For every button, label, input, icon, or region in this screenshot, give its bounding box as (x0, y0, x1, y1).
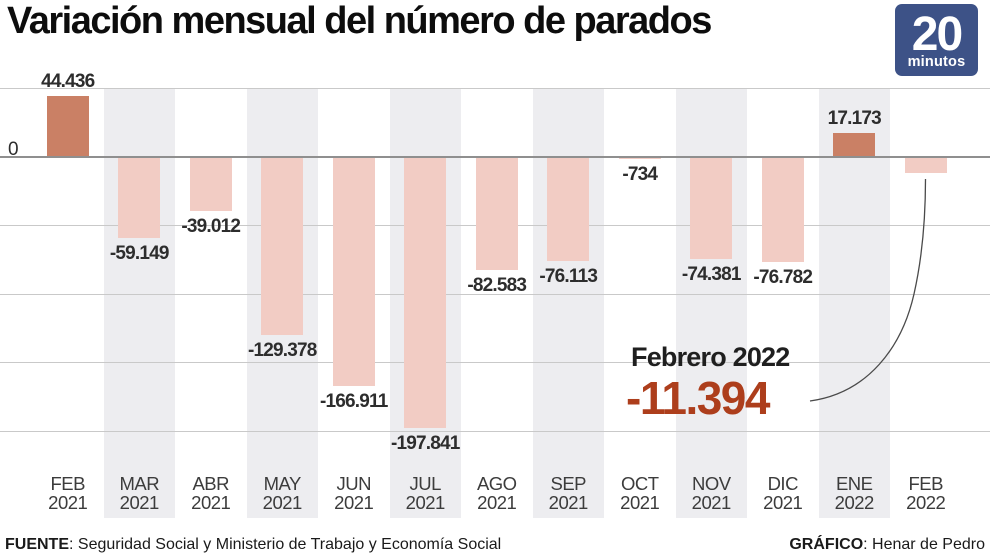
bar-value-label: -74.381 (681, 263, 742, 285)
column-stripe-nov-2021 (675, 88, 747, 518)
20minutos-logo: 20 minutos (895, 4, 978, 76)
x-axis-label: NOV 2021 (691, 473, 732, 513)
bar-mar-2021 (118, 156, 161, 238)
bar-value-label: -166.911 (319, 390, 388, 412)
bar-value-label: 17.173 (827, 107, 882, 129)
bar-value-label: -129.378 (247, 339, 317, 361)
x-axis-label: AGO 2021 (476, 473, 517, 513)
bar-nov-2021 (690, 156, 733, 259)
x-axis-label: MAY 2021 (262, 473, 303, 513)
bar-value-label: 44.436 (41, 70, 95, 92)
bar-ago-2021 (475, 156, 518, 270)
annotation-value: -11.394 (626, 372, 770, 424)
bar-feb-2021 (46, 95, 89, 157)
source-credit: FUENTE: Seguridad Social y Ministerio de… (5, 536, 501, 554)
annotation-title: Febrero 2022 (631, 342, 790, 372)
x-axis-label: FEB 2021 (48, 473, 88, 513)
x-axis-label: JUN 2021 (334, 473, 374, 513)
bar-abr-2021 (189, 156, 232, 211)
credit-label: GRÁFICO (789, 536, 864, 553)
logo-word: minutos (907, 54, 966, 71)
gridline (0, 293, 990, 295)
x-axis-label: ENE 2022 (834, 473, 875, 513)
column-stripe-mar-2021 (103, 88, 175, 518)
bar-value-label: -76.782 (753, 266, 813, 288)
x-axis-label: FEB 2022 (906, 473, 946, 513)
zero-gridline (0, 155, 990, 158)
x-axis-label: DIC 2021 (763, 473, 803, 513)
bar-value-label: -76.113 (539, 265, 598, 287)
x-axis-label: MAR 2021 (119, 473, 160, 513)
bar-jun-2021 (332, 156, 375, 386)
graphic-credit: GRÁFICO: Henar de Pedro (789, 536, 985, 554)
x-axis-label: OCT 2021 (620, 473, 660, 513)
x-axis-label: ABR 2021 (191, 473, 231, 513)
bar-jul-2021 (404, 156, 447, 428)
logo-number: 20 (911, 8, 963, 62)
bar-value-label: -39.012 (181, 215, 241, 237)
bar-value-label: -197.841 (390, 432, 460, 454)
bar-sep-2021 (547, 156, 590, 261)
gridline (0, 88, 990, 89)
x-axis-label: JUL 2021 (405, 473, 446, 513)
source-label: FUENTE (5, 536, 69, 553)
bar-feb-2022 (904, 156, 947, 173)
gridline (0, 431, 990, 432)
page-title: Variación mensual del número de parados (7, 0, 712, 42)
bar-value-label: -734 (622, 163, 658, 185)
y-axis-zero-label: 0 (8, 139, 19, 160)
bar-value-label: -59.149 (109, 242, 170, 264)
column-stripe-sep-2021 (532, 88, 604, 518)
x-axis-label: SEP 2021 (548, 473, 589, 513)
febrero-2022-annotation: Febrero 2022 -11.394 (626, 342, 790, 421)
bar-ene-2022 (833, 132, 876, 157)
bar-dic-2021 (761, 156, 804, 262)
bar-oct-2021 (618, 156, 661, 159)
credit-text: : Henar de Pedro (863, 536, 985, 553)
source-text: : Seguridad Social y Ministerio de Traba… (69, 536, 502, 553)
gridline (0, 362, 990, 364)
bar-value-label: -82.583 (467, 274, 527, 296)
bar-may-2021 (261, 156, 304, 335)
